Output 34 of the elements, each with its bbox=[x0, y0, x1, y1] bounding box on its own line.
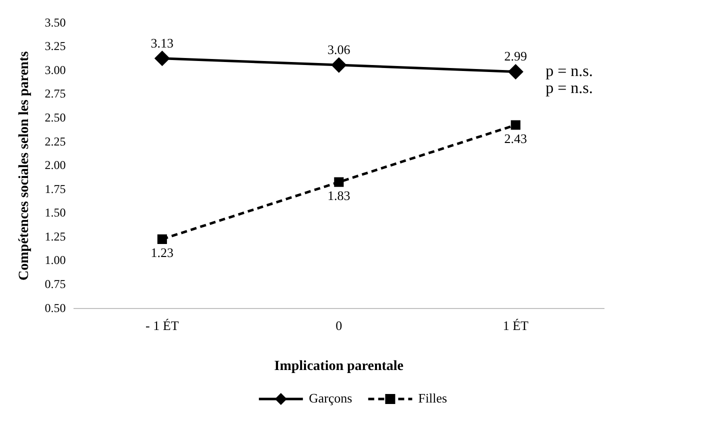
data-label: 2.43 bbox=[504, 130, 528, 146]
legend-label: Filles bbox=[418, 390, 448, 406]
x-axis-title: Implication parentale bbox=[274, 359, 404, 374]
y-tick-label: 2.50 bbox=[44, 110, 66, 124]
y-tick-label: 3.00 bbox=[44, 62, 66, 77]
y-tick-label: 2.00 bbox=[44, 158, 66, 172]
legend-label: Garçons bbox=[308, 390, 352, 406]
y-tick-label: 0.75 bbox=[44, 276, 66, 291]
x-tick-label: 0 bbox=[336, 318, 342, 333]
y-axis-title: Compétences sociales selon les parents bbox=[17, 50, 32, 280]
y-tick-label: 2.75 bbox=[44, 86, 66, 101]
data-label: 1.23 bbox=[150, 245, 174, 260]
annotation: p = n.s. bbox=[546, 80, 593, 98]
y-tick-label: 2.25 bbox=[44, 134, 66, 148]
y-tick-label: 1.25 bbox=[44, 229, 66, 244]
y-tick-label: 3.25 bbox=[44, 39, 66, 54]
point bbox=[334, 177, 344, 187]
y-tick-label: 0.50 bbox=[44, 300, 66, 315]
point bbox=[508, 64, 523, 79]
data-label: 3.06 bbox=[328, 42, 351, 57]
annotation: p = n.s. bbox=[546, 62, 593, 80]
x-tick-label: 1 ÉT bbox=[502, 318, 529, 333]
point bbox=[154, 51, 170, 66]
point bbox=[157, 234, 167, 244]
data-label: 1.83 bbox=[328, 188, 350, 203]
x-tick-label: - 1 ÉT bbox=[146, 318, 179, 333]
data-label: 3.13 bbox=[150, 35, 174, 50]
y-tick-label: 3.50 bbox=[44, 15, 66, 30]
y-tick-label: 1.00 bbox=[44, 253, 66, 268]
point bbox=[510, 120, 520, 130]
data-label: 2.99 bbox=[504, 48, 528, 64]
y-tick-label: 1.50 bbox=[44, 206, 66, 220]
y-tick-label: 1.75 bbox=[44, 182, 66, 196]
point bbox=[332, 58, 346, 72]
